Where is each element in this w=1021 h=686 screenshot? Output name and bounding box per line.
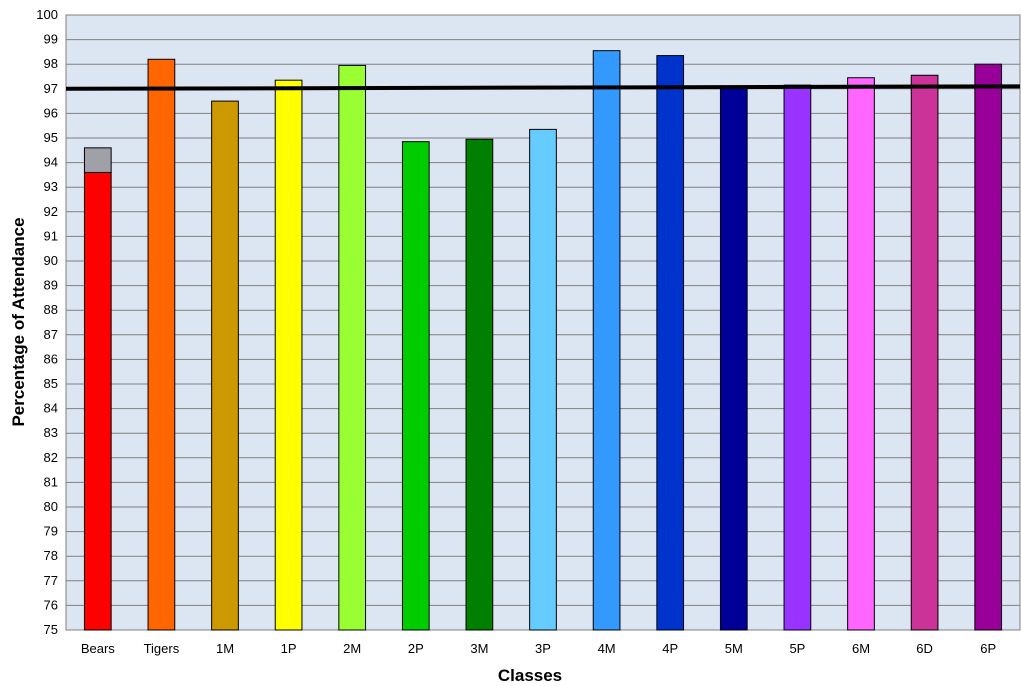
x-tick-labels: Bears Tigers 1M 1P 2M 2P 3M 3P 4M 4P 5M 5P 6M 6D 6P: [81, 641, 996, 656]
target-line: [65, 84, 1021, 91]
y-tick-label: 92: [44, 204, 58, 219]
y-tick-label: 86: [44, 351, 58, 366]
y-tick-label: 87: [44, 327, 58, 342]
y-tick-label: 84: [44, 401, 58, 416]
y-tick-label: 96: [44, 105, 58, 120]
y-tick-label: 83: [44, 425, 58, 440]
y-tick-label: 82: [44, 450, 58, 465]
bars: [83, 50, 1003, 631]
y-tick-label: 77: [44, 573, 58, 588]
x-tick-label: 5P: [789, 641, 805, 656]
bar-4p: [656, 55, 685, 631]
bar-6m: [847, 77, 875, 631]
y-tick-label: 95: [44, 130, 58, 145]
x-tick-label: 4M: [598, 641, 616, 656]
y-tick-label: 75: [44, 622, 58, 637]
bar-6p: [974, 63, 1003, 631]
bar-3m: [465, 138, 494, 631]
x-tick-label: Tigers: [144, 641, 180, 656]
x-tick-label: 3M: [470, 641, 488, 656]
y-tick-label: 99: [44, 32, 58, 47]
bar-3p: [529, 128, 557, 631]
y-tick-label: 90: [44, 253, 58, 268]
y-tick-label: 100: [36, 7, 58, 22]
x-tick-label: 6P: [980, 641, 996, 656]
y-tick-label: 85: [44, 376, 58, 391]
bar-1m: [211, 100, 239, 631]
x-tick-label: 3P: [535, 641, 551, 656]
y-axis-title: Percentage of Attendance: [9, 217, 28, 426]
x-axis-title: Classes: [498, 666, 562, 685]
x-tick-label: 6M: [852, 641, 870, 656]
y-tick-label: 79: [44, 524, 58, 539]
bar-2m: [338, 64, 367, 631]
y-tick-label: 97: [44, 81, 58, 96]
y-tick-label: 78: [44, 548, 58, 563]
y-tick-label: 88: [44, 302, 58, 317]
y-tick-label: 81: [44, 474, 58, 489]
y-tick-label: 93: [44, 179, 58, 194]
y-tick-label: 76: [44, 597, 58, 612]
x-tick-label: 1P: [281, 641, 297, 656]
x-tick-label: 5M: [725, 641, 743, 656]
y-tick-label: 89: [44, 278, 58, 293]
y-tick-label: 94: [44, 155, 58, 170]
y-tick-labels: 75 76 77 78 79 80 81 82 83 84 85 86 87 88 89 90 91 92 93 94…: [36, 7, 58, 637]
bar-5m: [719, 85, 748, 631]
y-tick-label: 91: [44, 228, 58, 243]
x-tick-label: Bears: [81, 641, 115, 656]
bar-5p: [783, 84, 812, 631]
x-tick-label: 2M: [343, 641, 361, 656]
x-tick-label: 1M: [216, 641, 234, 656]
bar-1p: [274, 79, 303, 631]
x-tick-label: 6D: [916, 641, 933, 656]
bar-bears: [83, 171, 112, 631]
bar-segment-bears: [83, 147, 112, 173]
bar-2p: [401, 141, 430, 631]
bar-6d: [910, 74, 939, 631]
x-tick-label: 2P: [408, 641, 424, 656]
y-tick-label: 98: [44, 56, 58, 71]
bar-tigers: [147, 58, 176, 631]
x-tick-label: 4P: [662, 641, 678, 656]
y-tick-label: 80: [44, 499, 58, 514]
bar-4m: [592, 50, 621, 631]
